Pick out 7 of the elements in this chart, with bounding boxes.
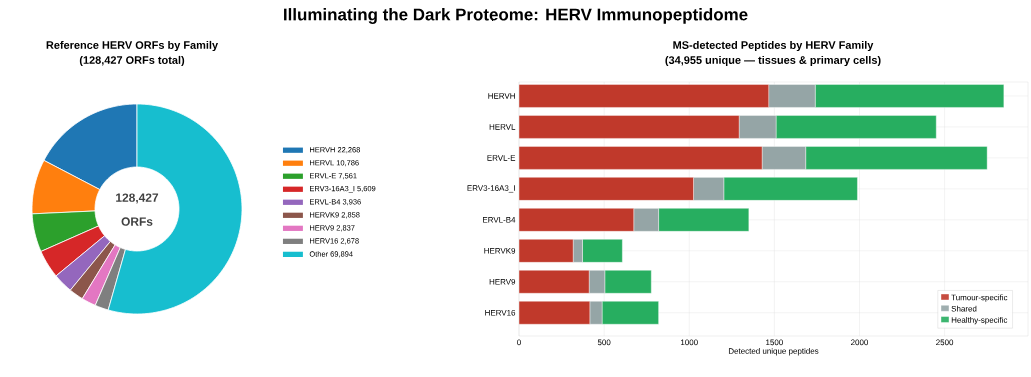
chart-title: Reference HERV ORFs by Family (46, 40, 219, 52)
chart-subtitle: (34,955 unique — tissues & primary cells) (665, 55, 881, 67)
text: Illuminating the Dark Proteome: HERV Immunopeptidome (284, 8, 748, 24)
text: 128,427 (116, 193, 159, 204)
text: ORFs (121, 217, 153, 226)
chart-subtitle: (128,427 ORFs total) (79, 55, 185, 67)
chart-title: MS-detected Peptides by HERV Family (673, 40, 874, 52)
